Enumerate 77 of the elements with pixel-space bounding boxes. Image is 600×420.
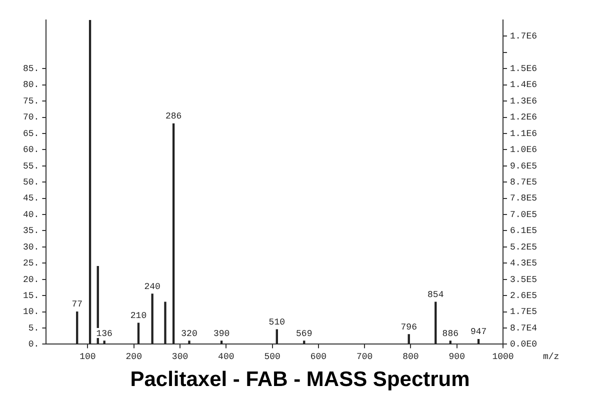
x-tick-label: 300 — [172, 352, 188, 362]
y-tick-label: 10. — [23, 307, 40, 318]
y2-tick-label: 6.1E5 — [510, 226, 538, 236]
annotation: 77 — [72, 300, 83, 310]
y-tick-label: 20. — [23, 274, 40, 285]
y2-tick-label: 1.4E6 — [510, 80, 538, 90]
y-tick-label: 60. — [23, 145, 40, 156]
bar — [88, 20, 92, 344]
bar — [220, 340, 223, 344]
bar — [151, 294, 154, 344]
bar — [172, 123, 175, 344]
y-tick-label: 35. — [23, 226, 40, 236]
annotation: 796 — [400, 322, 417, 332]
y2-tick-label: 1.3E6 — [510, 96, 538, 106]
y-tick-label: 80. — [23, 80, 40, 90]
y-tick-label: 40. — [23, 210, 40, 220]
bar — [303, 340, 306, 344]
y2-tick-label: 8.7E4 — [510, 323, 538, 334]
y2-tick-label: 3.5E5 — [510, 274, 538, 285]
y2-tick-label: 7.8E5 — [510, 194, 538, 204]
y2-tick-label: 2.6E5 — [510, 290, 538, 301]
bar — [164, 302, 166, 344]
x-tick-label: 600 — [310, 352, 327, 362]
annotation: 286 — [165, 112, 182, 122]
annotation: 136 — [96, 328, 112, 339]
y2-tick-label: 0.0E0 — [510, 340, 538, 350]
bar — [103, 340, 106, 344]
bar — [76, 311, 78, 344]
bar — [276, 329, 278, 344]
x-tick-label: 400 — [218, 352, 234, 362]
x-tick-label: 1000 — [492, 352, 514, 362]
y2-tick-label: 1.1E6 — [510, 128, 538, 139]
x-tick-label: 900 — [448, 352, 465, 362]
y-tick-label: 15. — [23, 290, 40, 301]
y-tick-label: 45. — [23, 194, 40, 204]
x-tick-label: 800 — [402, 352, 419, 362]
bar — [188, 340, 190, 344]
y-tick-label: 0. — [28, 340, 40, 350]
annotation: 240 — [144, 282, 160, 292]
y2-tick-label: 7.0E5 — [510, 210, 538, 220]
y-tick-label: 75. — [23, 96, 40, 106]
x-tick-label: 700 — [356, 352, 373, 362]
y2-tick-label: 5.2E5 — [510, 242, 538, 252]
x-tick-label: 500 — [264, 352, 280, 362]
y-tick-label: 85. — [23, 64, 40, 74]
y-tick-label: 25. — [23, 258, 40, 269]
y2-tick-label: 1.7E6 — [510, 32, 538, 42]
y-tick-label: 30. — [23, 242, 40, 252]
y-tick-label: 65. — [23, 128, 40, 139]
annotation: 947 — [470, 327, 487, 338]
bar — [408, 334, 410, 344]
bar — [449, 340, 452, 344]
y2-tick-label: 4.3E5 — [510, 258, 538, 269]
bar — [477, 339, 480, 344]
y2-tick-label: 1.7E5 — [510, 307, 538, 318]
annotation: 886 — [442, 328, 458, 339]
y-tick-label: 50. — [23, 177, 40, 188]
bar — [137, 322, 140, 344]
annotation: 569 — [296, 328, 312, 339]
bar — [434, 302, 437, 344]
y2-tick-label: 1.2E6 — [510, 112, 538, 123]
annotation: 210 — [130, 311, 147, 322]
text: Paclitaxel - FAB - MASS Spectrum — [129, 368, 471, 392]
annotation: 320 — [181, 328, 198, 339]
y-tick-label: 70. — [23, 112, 40, 123]
annotation: 510 — [268, 318, 286, 328]
x-tick-label: 100 — [80, 352, 96, 362]
y2-tick-label: 8.7E5 — [510, 177, 538, 188]
y-tick-label: 5. — [28, 323, 40, 334]
y2-tick-label: 9.6E5 — [510, 161, 538, 172]
x-tick-label: 200 — [126, 352, 142, 362]
x-axis-title: m/z — [542, 352, 560, 362]
y-tick-label: 55. — [23, 161, 40, 172]
y2-tick-label: 1.0E6 — [510, 145, 538, 156]
annotation: 390 — [213, 328, 230, 339]
annotation: 854 — [428, 290, 444, 300]
y2-tick-label: 1.5E6 — [510, 64, 538, 74]
